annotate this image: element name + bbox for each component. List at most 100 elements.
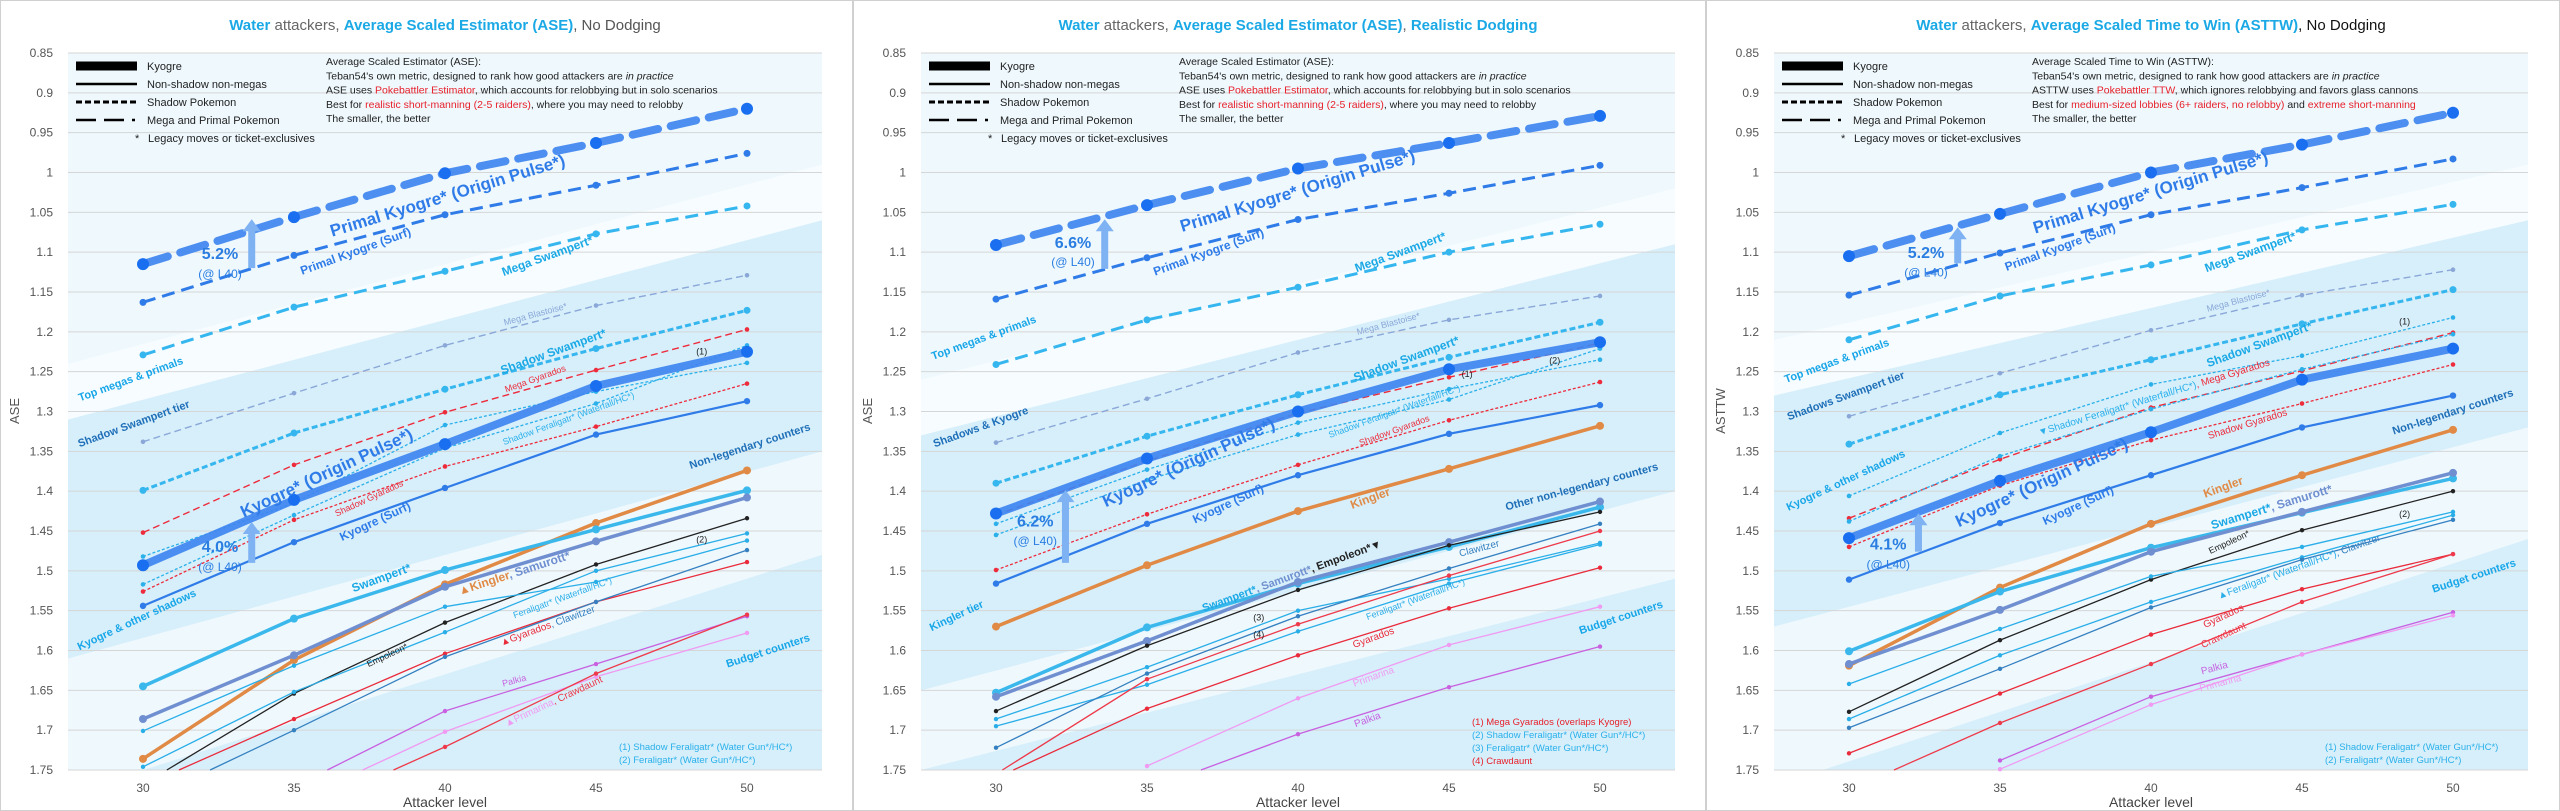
y-tick-label: 1.4 bbox=[1742, 484, 1759, 498]
arrow-head-icon bbox=[242, 219, 261, 232]
data-point bbox=[2299, 292, 2305, 298]
series-label-part: (1) bbox=[1462, 369, 1473, 379]
arrow-head-icon bbox=[1909, 513, 1928, 526]
data-point bbox=[291, 512, 297, 518]
data-point bbox=[1144, 763, 1150, 769]
data-point bbox=[743, 149, 751, 157]
footnote: (2) Feraligatr* (Water Gun*/HC*) bbox=[619, 755, 755, 766]
series-label-part: (3) bbox=[1253, 613, 1264, 623]
legend-label: Shadow Pokemon bbox=[147, 97, 236, 109]
data-point bbox=[291, 716, 297, 722]
improvement-percent: 5.2% bbox=[202, 246, 238, 263]
y-tick-label: 1.35 bbox=[30, 444, 54, 458]
data-point bbox=[593, 671, 599, 676]
improvement-annotation: 5.2% (@ L40) bbox=[198, 219, 261, 281]
series-line bbox=[142, 274, 748, 443]
data-point bbox=[592, 181, 600, 189]
data-point bbox=[990, 238, 1002, 251]
data-point bbox=[140, 589, 146, 594]
chart-panel-ase-realistic-dodging: 0.85 0.9 0.95 1 1.05 1.1 1.15 1.2 1.25 1.3 1.35 1.4… bbox=[853, 0, 1706, 811]
data-point bbox=[1144, 477, 1150, 483]
data-point bbox=[441, 211, 449, 219]
legend-star: * bbox=[135, 133, 140, 145]
data-point bbox=[1446, 581, 1452, 586]
description-line: ASTTW uses Pokebattler TTW, which ignore… bbox=[2032, 85, 2418, 97]
description-part: extreme short-manning bbox=[2308, 99, 2416, 111]
y-tick-label: 1.2 bbox=[889, 325, 906, 339]
series-20 bbox=[1997, 613, 2456, 772]
series-line bbox=[1146, 606, 1601, 767]
x-tick-label: 30 bbox=[136, 781, 150, 795]
tier-band bbox=[1822, 538, 2528, 770]
y-tick-label: 1.05 bbox=[30, 205, 54, 219]
description-line: Teban54's own metric, designed to rank h… bbox=[2032, 70, 2380, 82]
data-point bbox=[1846, 544, 1852, 550]
series-1 bbox=[139, 149, 751, 306]
series-20 bbox=[393, 612, 750, 771]
data-point bbox=[992, 622, 1000, 631]
data-point bbox=[1596, 220, 1604, 228]
data-point bbox=[1997, 430, 2003, 436]
data-point bbox=[2450, 613, 2456, 618]
data-point bbox=[442, 629, 448, 635]
data-point bbox=[1597, 604, 1603, 609]
series-3 bbox=[140, 272, 750, 445]
description-part: , which accounts for relobbying but in s… bbox=[1328, 85, 1571, 97]
chart-title: Water attackers, Average Scaled Estimato… bbox=[1058, 17, 1537, 34]
y-tick-label: 1.55 bbox=[1736, 604, 1760, 618]
data-point bbox=[2298, 226, 2306, 234]
description-part: realistic short-manning (2-5 raiders) bbox=[1218, 99, 1384, 111]
title-part: Realistic Dodging bbox=[1411, 17, 1538, 34]
data-point bbox=[140, 439, 146, 445]
data-point bbox=[592, 345, 600, 353]
data-point bbox=[139, 486, 147, 494]
improvement-note: (@ L40) bbox=[1013, 534, 1057, 548]
y-tick-label: 1.2 bbox=[36, 325, 53, 339]
data-point bbox=[1997, 457, 2003, 462]
y-tick-label: 1.3 bbox=[36, 405, 53, 419]
legend: Kyogre Non-shadow non-megas Shadow Pokemon… bbox=[929, 61, 1168, 145]
data-point bbox=[1445, 353, 1453, 361]
data-point bbox=[1446, 642, 1452, 648]
x-tick-label: 40 bbox=[1291, 781, 1305, 795]
data-point bbox=[743, 493, 751, 502]
series-label: (1) bbox=[1462, 369, 1473, 379]
series-4 bbox=[139, 306, 751, 494]
data-point bbox=[1445, 430, 1453, 438]
y-tick-label: 1 bbox=[46, 166, 53, 180]
data-point bbox=[1997, 637, 2003, 643]
legend-label: Non-shadow non-megas bbox=[147, 79, 267, 91]
series-18 bbox=[1893, 551, 2456, 771]
description-line: Teban54's own metric, designed to rank h… bbox=[326, 70, 674, 82]
data-point bbox=[1997, 691, 2003, 696]
data-point bbox=[593, 303, 599, 308]
x-axis-title: Attacker level bbox=[2109, 794, 2193, 810]
data-point bbox=[2450, 488, 2456, 494]
data-point bbox=[1597, 521, 1603, 527]
data-point bbox=[1143, 432, 1151, 440]
data-point bbox=[1446, 317, 1452, 323]
data-point bbox=[1446, 417, 1452, 423]
arrow-head-icon bbox=[1095, 219, 1114, 232]
series-label-part: (1) bbox=[2399, 317, 2410, 327]
series-label: (2) bbox=[696, 535, 707, 545]
description-line: Average Scaled Estimator (ASE): bbox=[1179, 56, 1334, 68]
data-point bbox=[993, 708, 999, 714]
data-point bbox=[1143, 254, 1151, 262]
data-point bbox=[1295, 622, 1301, 627]
data-point bbox=[992, 295, 1000, 303]
title-part: attackers, bbox=[1100, 17, 1173, 34]
data-point bbox=[442, 604, 448, 609]
tier-band-light bbox=[921, 188, 1675, 436]
title-part: Average Scaled Time to Win (ASTTW) bbox=[2031, 17, 2298, 34]
data-point bbox=[1143, 623, 1151, 632]
data-point bbox=[1996, 605, 2004, 614]
data-point bbox=[442, 620, 448, 625]
data-point bbox=[2298, 507, 2306, 516]
data-point bbox=[442, 422, 448, 428]
data-point bbox=[1446, 684, 1452, 690]
y-tick-label: 1.65 bbox=[30, 683, 54, 697]
data-point bbox=[990, 507, 1002, 520]
series-line bbox=[995, 381, 1601, 571]
data-point bbox=[743, 486, 751, 495]
